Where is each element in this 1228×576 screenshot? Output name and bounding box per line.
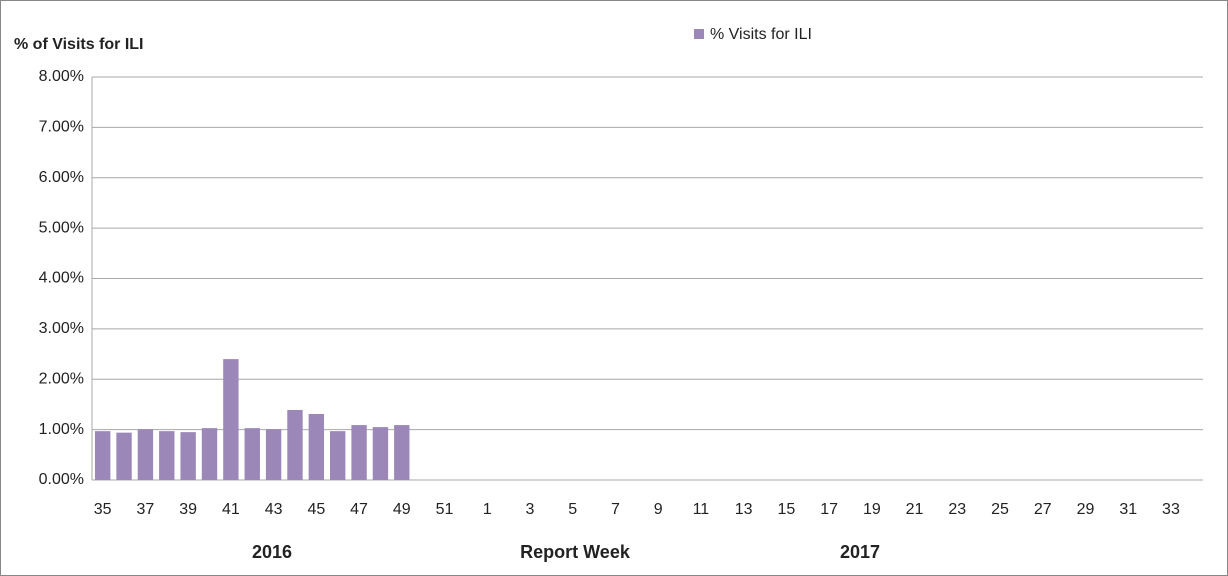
x-tick-label: 47 — [350, 501, 368, 518]
x-tick-label: 5 — [568, 501, 577, 518]
bar — [372, 427, 389, 480]
bar — [351, 425, 367, 480]
x-tick-label: 11 — [693, 501, 710, 518]
x-axis-title: Report Week — [520, 542, 631, 562]
bar — [265, 429, 282, 480]
bar — [223, 359, 239, 480]
x-tick-label: 19 — [863, 501, 881, 518]
y-axis-title: % of Visits for ILI — [14, 36, 144, 53]
legend-label: % Visits for ILI — [710, 26, 812, 43]
x-tick-label: 17 — [820, 501, 838, 518]
x-tick-label: 3 — [526, 501, 535, 518]
y-tick-label: 1.00% — [39, 421, 84, 438]
x-tick-label: 23 — [948, 501, 966, 518]
bar — [180, 432, 196, 480]
x-tick-label: 27 — [1034, 501, 1052, 518]
y-tick-label: 7.00% — [39, 119, 84, 136]
x-tick-label: 31 — [1119, 501, 1137, 518]
y-tick-label: 2.00% — [39, 370, 84, 387]
x-tick-label: 41 — [222, 501, 240, 518]
x-tick-label: 9 — [654, 501, 663, 518]
x-tick-label: 45 — [307, 501, 325, 518]
x-tick-label: 15 — [777, 501, 795, 518]
x-tick-label: 29 — [1077, 501, 1095, 518]
bar — [330, 431, 346, 480]
x-tick-label: 25 — [991, 501, 1009, 518]
legend-swatch — [694, 29, 704, 39]
y-tick-label: 5.00% — [39, 219, 84, 236]
y-tick-label: 4.00% — [39, 270, 84, 287]
y-tick-label: 6.00% — [39, 169, 84, 186]
x-tick-label: 43 — [265, 501, 283, 518]
y-tick-label: 3.00% — [39, 320, 84, 337]
x-tick-label: 1 — [483, 501, 492, 518]
x-tick-label: 49 — [393, 501, 411, 518]
year-label: 2016 — [252, 542, 292, 562]
x-tick-label: 39 — [179, 501, 197, 518]
x-tick-label: 33 — [1162, 501, 1180, 518]
bar — [137, 429, 154, 480]
year-label: 2017 — [840, 542, 880, 562]
bar — [308, 414, 325, 480]
y-tick-label: 8.00% — [39, 68, 84, 85]
bar — [244, 428, 260, 480]
bar — [159, 431, 175, 480]
x-tick-label: 13 — [735, 501, 753, 518]
bar — [287, 409, 303, 480]
x-tick-label: 37 — [137, 501, 155, 518]
x-tick-label: 7 — [611, 501, 620, 518]
x-tick-label: 51 — [436, 501, 454, 518]
bar — [116, 432, 132, 480]
x-tick-label: 35 — [94, 501, 112, 518]
x-tick-label: 21 — [906, 501, 924, 518]
bar — [94, 431, 111, 480]
y-tick-label: 0.00% — [39, 471, 84, 488]
bar — [394, 425, 410, 480]
bar — [201, 428, 218, 480]
